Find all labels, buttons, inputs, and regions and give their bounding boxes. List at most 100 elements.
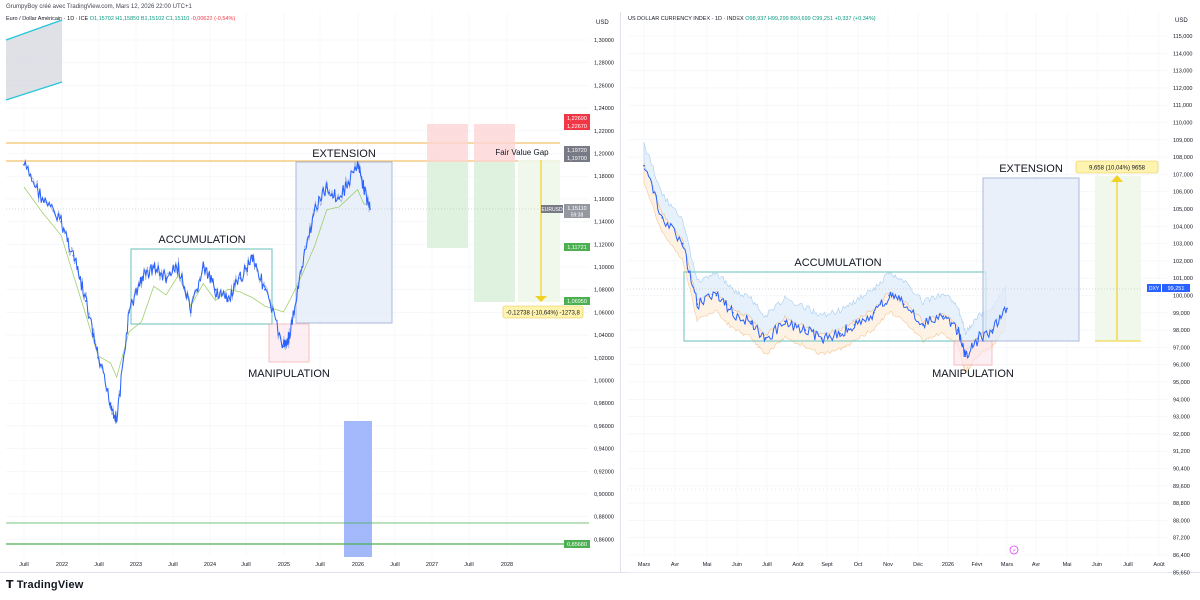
tag-grey-a — [564, 146, 590, 154]
left-price-point — [152, 266, 155, 268]
right-y-tick: 87,200 — [1173, 536, 1190, 542]
measure-arrowhead — [535, 296, 547, 302]
projection-red-b — [474, 124, 515, 162]
right-x-tick: Avr — [1032, 562, 1040, 568]
right-x-tick: Oct — [854, 562, 863, 568]
left-y-tick: 1,08000 — [594, 288, 614, 294]
pane-divider — [620, 12, 621, 572]
right-y-tick: 99,000 — [1173, 311, 1190, 317]
left-price-point — [239, 277, 242, 280]
left-y-tick: 1,16000 — [594, 197, 614, 203]
left-y-tick: 0,90000 — [594, 492, 614, 498]
right-y-tick: 90,400 — [1173, 467, 1190, 473]
left-header-change: -0,00622 (-0,54%) — [190, 16, 236, 22]
right-x-tick: Mars — [638, 562, 650, 568]
right-y-tick: 94,000 — [1173, 397, 1190, 403]
left-x-tick: Juill — [315, 562, 324, 568]
left-x-tick: 2025 — [278, 562, 290, 568]
right-price-point — [942, 315, 945, 318]
volume-spike-bg — [344, 421, 372, 557]
right-x-tick: Avr — [671, 562, 679, 568]
tag-grey-b — [564, 154, 590, 162]
left-moving-average — [23, 186, 371, 379]
projection-red-a — [427, 124, 468, 162]
right-y-tick: 102,000 — [1173, 259, 1193, 265]
left-price-point — [251, 254, 254, 257]
right-tag-symbol — [1147, 284, 1161, 292]
left-x-tick: 2022 — [56, 562, 68, 568]
right-price-point — [764, 337, 767, 340]
accumulation-box — [130, 248, 273, 325]
left-y-tick: 1,22000 — [594, 129, 614, 135]
right-header-change: +0,337 (+0,34%) — [834, 16, 876, 22]
right-y-tick: 93,000 — [1173, 415, 1190, 421]
right-x-tick: Juin — [1092, 562, 1102, 568]
left-price-point — [362, 186, 365, 189]
left-x-tick: Juill — [19, 562, 28, 568]
left-y-tick: 1,14000 — [594, 220, 614, 226]
left-y-tick: 1,04000 — [594, 333, 614, 339]
left-x-tick: 2024 — [204, 562, 216, 568]
left-y-tick: 1,10000 — [594, 265, 614, 271]
tag-symbol — [541, 205, 563, 213]
left-y-tick: 1,20000 — [594, 152, 614, 158]
left-x-tick: 2023 — [130, 562, 142, 568]
tag-bottom-text: 0,85680 — [567, 542, 587, 548]
right-header-title: US DOLLAR CURRENCY INDEX · 1D · INDEX — [628, 16, 744, 22]
left-manipulation-label: MANIPULATION — [248, 368, 330, 380]
right-price-point — [956, 329, 959, 331]
right-y-tick: 86,400 — [1173, 553, 1190, 559]
chart-credit: GrumpyBoy créé avec TradingView.com, Mar… — [6, 4, 192, 10]
tag-red-b — [564, 122, 590, 130]
right-price-point — [839, 332, 841, 335]
right-price-point — [853, 324, 856, 326]
tag-grey-a-text: 1,19720 — [567, 148, 587, 154]
right-x-tick: Août — [792, 562, 804, 568]
right-measure-arrowhead — [1111, 175, 1123, 182]
left-y-tick: 0,96000 — [594, 424, 614, 430]
projection-green-b — [474, 162, 515, 302]
dxy-chart[interactable]: 9,658 (10,04%) 9658 EXTENSION ACCUMULATI… — [621, 0, 1200, 580]
right-y-tick: 88,800 — [1173, 501, 1190, 507]
tradingview-brand[interactable]: 𝗧 TradingView — [6, 578, 84, 591]
right-price-point — [784, 320, 786, 323]
right-y-tick: 106,000 — [1173, 190, 1193, 196]
right-extension-label: EXTENSION — [999, 163, 1063, 175]
measure-zone — [518, 160, 560, 302]
left-y-tick: 0,86000 — [594, 537, 614, 543]
left-extension-label: EXTENSION — [312, 148, 376, 160]
left-y-tick: 1,26000 — [594, 83, 614, 89]
left-y-tick: 1,28000 — [594, 61, 614, 67]
right-y-tick: 108,000 — [1173, 155, 1193, 161]
left-price-point — [115, 419, 118, 422]
right-price-point — [1006, 307, 1008, 310]
left-x-tick: Juill — [168, 562, 177, 568]
tag-red-b-text: 1,22670 — [567, 124, 587, 130]
left-x-tick: Juill — [464, 562, 473, 568]
tag-last-text: 1,15110 — [567, 206, 586, 212]
right-y-tick: 98,000 — [1173, 328, 1190, 334]
tag-bottom — [564, 540, 590, 548]
right-y-tick: 112,000 — [1173, 86, 1192, 92]
eurusd-chart[interactable]: -0,12738 (-10,64%) -1273,8 EXTENSION ACC… — [0, 0, 620, 580]
fvg-label: Fair Value Gap — [495, 148, 549, 157]
left-price-point — [140, 277, 143, 280]
left-price-point — [282, 345, 285, 348]
left-price-point — [264, 288, 266, 291]
projection-green-a — [427, 162, 468, 248]
right-measure-label: 9,658 (10,04%) 9658 — [1089, 166, 1146, 172]
left-price-point — [128, 311, 130, 314]
right-price-point — [804, 329, 807, 331]
left-price-point — [214, 288, 217, 291]
left-price-point — [288, 334, 291, 336]
left-price-point — [202, 266, 205, 268]
extension-box — [295, 161, 393, 324]
right-currency: USD — [1175, 18, 1188, 24]
event-marker-icon[interactable] — [1009, 545, 1019, 555]
left-channel-top — [5, 19, 63, 41]
right-price-point — [750, 320, 753, 323]
right-x-tick: 2026 — [942, 562, 954, 568]
right-price-point — [681, 242, 684, 245]
right-price-point — [820, 337, 823, 340]
tag-green-a — [564, 243, 590, 251]
